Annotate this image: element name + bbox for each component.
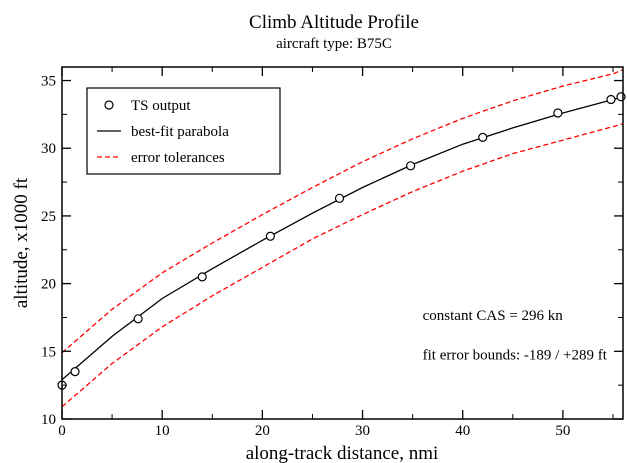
- ts-output-point: [553, 108, 563, 118]
- chart-subtitle: aircraft type: B75C: [276, 36, 392, 52]
- error-tolerance-upper-line: [61, 69, 624, 354]
- y-tick-label: 15: [41, 344, 56, 360]
- ts-output-point: [133, 314, 143, 324]
- legend: TS output best-fit parabola error tolera…: [86, 87, 281, 175]
- x-tick-label: 10: [155, 423, 170, 439]
- ts-output-point: [70, 367, 80, 377]
- legend-label-error-tolerances: error tolerances: [131, 150, 225, 166]
- plot-series: [57, 69, 626, 408]
- x-axis: 0 10 20 30 40 50: [58, 67, 614, 439]
- ts-output-point: [478, 132, 488, 142]
- chart-title: Climb Altitude Profile: [249, 12, 419, 33]
- ts-output-point: [265, 231, 275, 241]
- ts-output-point: [606, 94, 616, 105]
- y-tick-label: 30: [41, 141, 56, 157]
- x-tick-label: 20: [255, 423, 270, 439]
- best-fit-parabola-line: [61, 96, 624, 381]
- x-tick-label: 30: [355, 423, 370, 439]
- annotation-constant-cas: constant CAS = 296 kn: [423, 308, 564, 324]
- x-axis-label: along-track distance, nmi: [246, 443, 439, 463]
- legend-label-best-fit: best-fit parabola: [131, 124, 229, 140]
- annotation-fit-error-bounds: fit error bounds: -189 / +289 ft: [423, 347, 608, 363]
- error-tolerance-lower-line: [61, 123, 624, 408]
- x-tick-label: 0: [58, 423, 66, 439]
- legend-circle-marker: [104, 100, 114, 110]
- x-tick-label: 50: [555, 423, 570, 439]
- ts-output-point: [197, 272, 207, 282]
- ts-output-point: [334, 193, 345, 203]
- ts-output-point: [406, 161, 416, 171]
- y-axis: 10 15 20 25 30 35: [41, 74, 623, 428]
- y-axis-label: altitude, x1000 ft: [11, 177, 32, 308]
- legend-label-ts-output: TS output: [131, 98, 191, 114]
- y-tick-label: 35: [41, 74, 56, 90]
- y-tick-label: 20: [41, 277, 56, 293]
- ts-output-point: [616, 92, 626, 102]
- y-tick-label: 25: [41, 209, 56, 225]
- x-tick-label: 40: [455, 423, 470, 439]
- y-tick-label: 10: [41, 412, 56, 428]
- plot-frame: [61, 66, 624, 420]
